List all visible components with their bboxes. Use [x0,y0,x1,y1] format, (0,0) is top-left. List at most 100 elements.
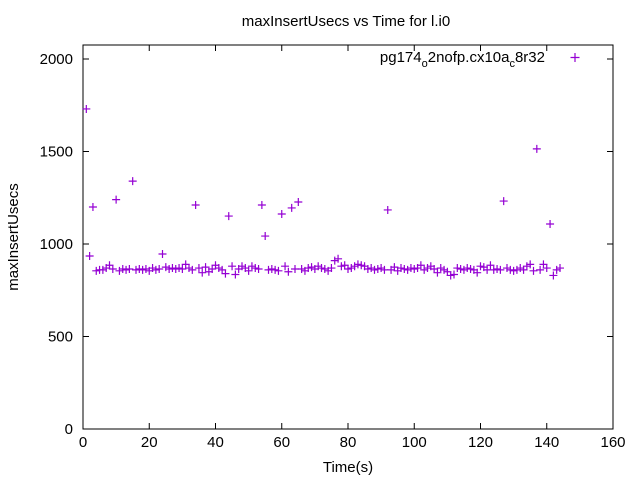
data-point [344,264,352,273]
data-point [88,203,97,211]
data-point [224,212,233,221]
data-point [247,262,256,271]
data-point [334,254,343,263]
data-point [178,264,187,273]
data-point [450,270,458,279]
y-tick-label: 500 [48,329,73,346]
data-point [281,262,290,271]
data-point [456,264,465,273]
data-point [221,269,230,278]
x-tick-label: 0 [79,434,87,451]
data-point [257,200,266,209]
data-point [423,264,432,273]
data-point [151,265,160,274]
data-point [317,264,326,273]
data-point [493,264,502,273]
data-point [529,266,538,275]
data-point [188,265,197,274]
data-point [238,262,246,271]
data-point [261,232,270,241]
y-tick-label: 1000 [40,236,73,253]
data-point [446,271,455,280]
data-point [499,197,508,206]
x-tick-label: 100 [402,434,427,451]
data-points [82,104,564,280]
data-point [228,262,237,271]
data-point [440,265,449,274]
data-point [307,263,316,272]
y-axis: 0 500 1000 1500 2000 [40,51,613,438]
x-tick-label: 60 [273,434,290,451]
data-point [108,264,117,273]
data-point [443,267,452,276]
x-tick-label: 80 [340,434,357,451]
data-point [277,210,286,219]
y-tick-label: 1500 [40,144,73,161]
data-point [244,266,253,275]
data-point [128,177,137,186]
data-point [148,264,157,273]
data-point [519,265,528,274]
x-tick-label: 160 [600,434,625,451]
data-point [115,266,124,275]
data-point [549,271,558,280]
data-point [194,264,203,273]
data-point [509,266,518,275]
data-point [254,264,263,273]
data-point [181,260,190,269]
data-point [466,264,475,273]
data-point [340,261,349,270]
data-point [476,262,485,271]
data-point [284,267,293,276]
data-point [522,262,531,271]
data-point [214,264,223,273]
data-point [218,265,227,274]
data-point [397,264,405,273]
data-point [201,263,210,272]
data-point [420,265,429,274]
data-point [532,144,541,153]
data-point [436,264,445,273]
data-point [526,260,535,269]
data-point [433,268,442,277]
data-point [350,262,359,271]
data-point [175,264,184,273]
data-point [141,264,150,273]
x-tick-label: 140 [534,434,559,451]
data-point [155,264,164,273]
data-point [353,260,362,269]
x-tick-label: 20 [141,434,158,451]
data-point [314,262,323,271]
data-point [320,264,329,273]
data-point [496,265,505,274]
legend: pg174o2nofp.cx10ac8r32 [380,49,580,70]
data-point [125,264,134,273]
data-point [98,265,107,274]
data-point [198,268,207,277]
data-point [486,261,495,270]
data-point [373,264,382,273]
data-point [138,265,147,274]
data-point [304,264,313,273]
data-point [400,264,409,273]
data-point [363,264,372,273]
data-point [251,264,260,273]
x-tick-label: 120 [468,434,493,451]
data-point [330,256,339,265]
y-tick-label: 2000 [40,51,73,68]
data-point [274,266,283,275]
data-point [430,264,439,273]
data-point [105,261,114,270]
data-point [191,200,200,209]
data-point [327,264,336,273]
data-point [337,262,346,271]
data-point [208,264,217,273]
x-tick-label: 40 [207,434,224,451]
data-point [383,205,392,214]
data-point [453,264,462,273]
data-point [377,264,386,273]
data-point [556,264,564,273]
data-point [459,265,468,274]
y-tick-label: 0 [65,421,73,438]
data-point [403,265,412,274]
